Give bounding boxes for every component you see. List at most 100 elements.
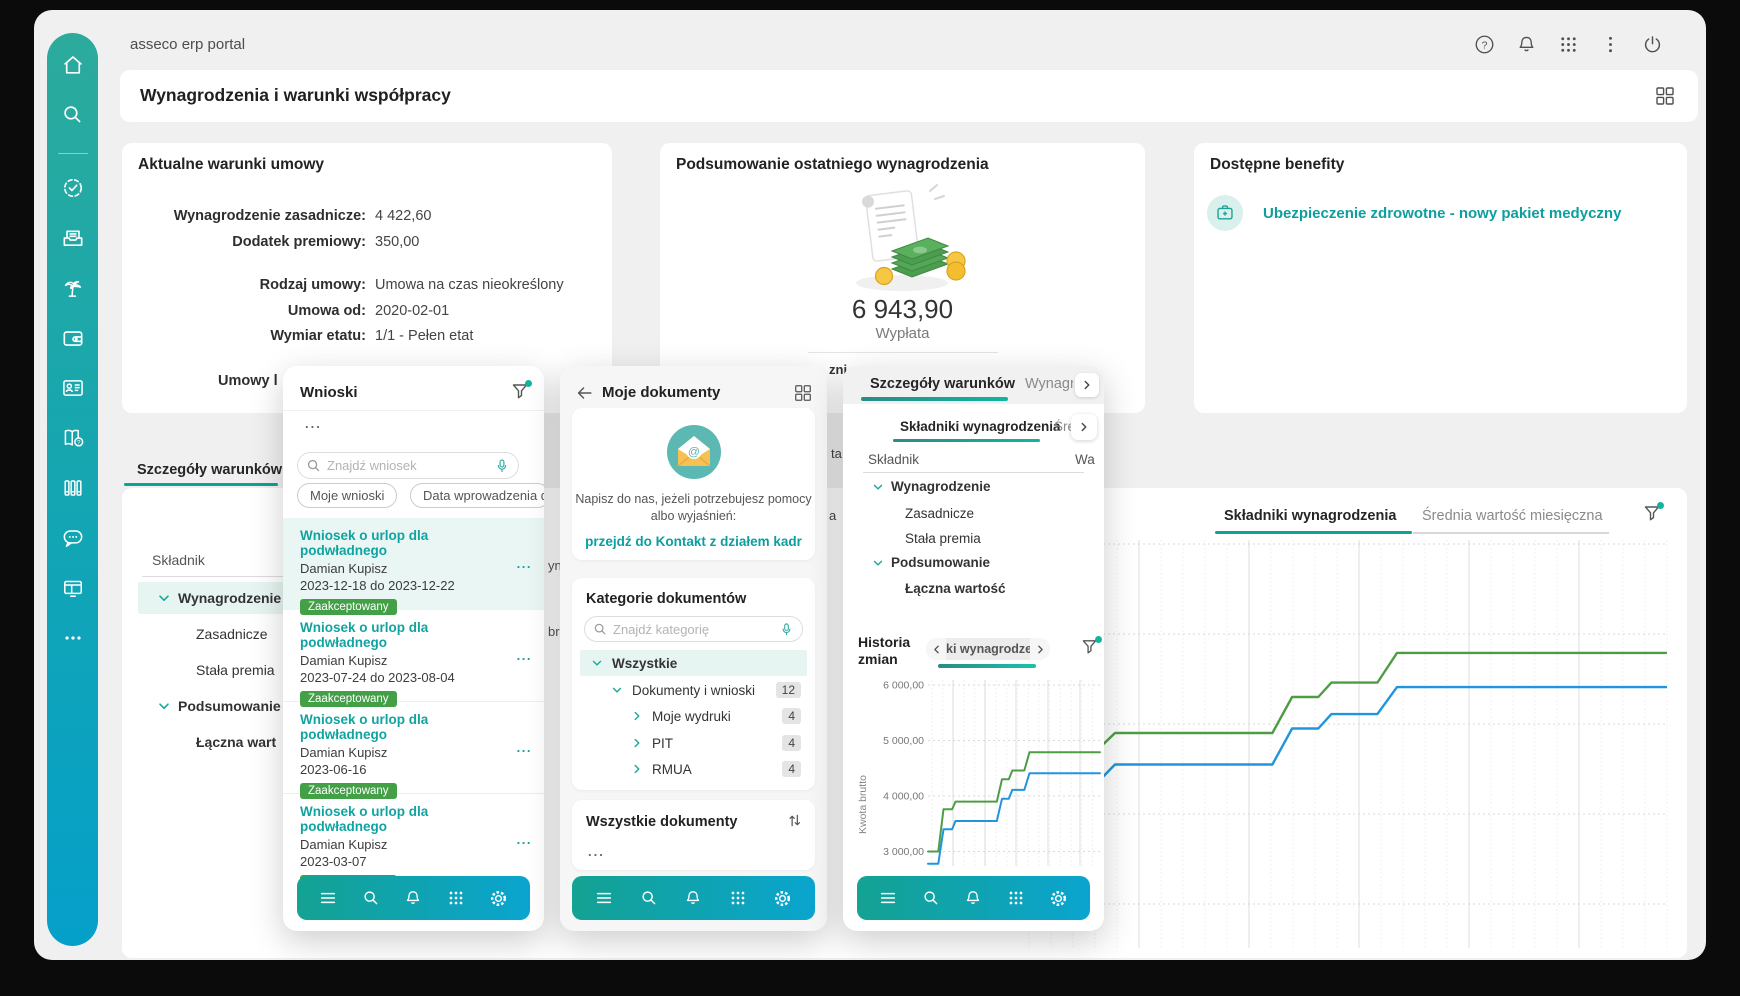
tree-item-dokumenty-wnioski[interactable]: Dokumenty i wnioski 12 — [580, 677, 807, 703]
inner-tab-skladniki[interactable]: Składniki wynagrodzenia — [900, 419, 1061, 434]
table-row[interactable]: Zasadnicze — [905, 506, 974, 521]
notifications-icon[interactable] — [1514, 32, 1538, 56]
table-row-group[interactable]: Wynagrodzenie — [871, 479, 991, 494]
dashboard-tiles-icon[interactable] — [793, 383, 813, 403]
chevron-down-icon[interactable] — [590, 656, 604, 670]
selector-next-button[interactable] — [1030, 638, 1050, 660]
request-title[interactable]: Wniosek o urlop dla podwładnego — [300, 804, 429, 834]
benefit-item[interactable]: Ubezpieczenie zdrowotne - nowy pakiet me… — [1207, 195, 1621, 231]
filter-icon[interactable] — [511, 380, 532, 402]
apps-grid-icon[interactable] — [1556, 32, 1580, 56]
request-item[interactable]: Wniosek o urlop dla podwładnego Damian K… — [283, 610, 544, 707]
table-row[interactable]: Stała premia — [905, 531, 981, 546]
item-more-menu[interactable]: ... — [516, 832, 532, 847]
chevron-down-icon[interactable] — [871, 556, 885, 570]
more-menu[interactable]: ... — [305, 416, 322, 431]
guide-book-icon[interactable]: ? — [59, 424, 86, 451]
search-icon[interactable] — [359, 886, 383, 910]
filter-icon[interactable] — [1081, 636, 1102, 658]
workstation-icon[interactable] — [59, 574, 86, 601]
home-icon[interactable] — [59, 51, 86, 78]
request-title[interactable]: Wniosek o urlop dla podwładnego — [300, 712, 429, 742]
chevron-down-icon[interactable] — [156, 698, 172, 714]
filter-icon[interactable] — [1643, 502, 1664, 524]
search-icon[interactable] — [919, 886, 943, 910]
menu-icon[interactable] — [592, 886, 616, 910]
chevron-right-icon[interactable] — [630, 736, 644, 750]
notifications-icon[interactable] — [961, 886, 985, 910]
sort-icon[interactable] — [786, 812, 803, 829]
active-tab-underline — [1215, 531, 1412, 534]
chevron-down-icon[interactable] — [610, 683, 624, 697]
library-icon[interactable] — [59, 474, 86, 501]
wallet-icon[interactable] — [59, 324, 86, 351]
item-more-menu[interactable]: ... — [516, 740, 532, 755]
table-row-group[interactable]: Podsumowanie — [138, 690, 281, 722]
search-input[interactable]: Znajdź wniosek — [297, 452, 519, 479]
settings-gear-icon[interactable] — [771, 886, 795, 910]
help-icon[interactable]: ? — [1472, 32, 1496, 56]
contact-hr-link[interactable]: przejdź do Kontakt z działem kadr — [585, 534, 802, 549]
more-menu[interactable]: ... — [588, 844, 605, 859]
tree-item-rmua[interactable]: RMUA 4 — [580, 756, 807, 782]
menu-icon[interactable] — [876, 886, 900, 910]
tabs-scroll-right-button[interactable] — [1075, 373, 1099, 397]
apps-grid-icon[interactable] — [1004, 886, 1028, 910]
table-row[interactable]: Łączna wart — [196, 726, 276, 758]
chevron-right-icon[interactable] — [630, 709, 644, 723]
chart-tab-srednia[interactable]: Średnia wartość miesięczna — [1422, 508, 1603, 524]
search-icon[interactable] — [637, 886, 661, 910]
item-more-menu[interactable]: ... — [516, 556, 532, 571]
power-icon[interactable] — [1640, 32, 1664, 56]
request-title[interactable]: Wniosek o urlop dla podwładnego — [300, 620, 429, 650]
category-search-input[interactable]: Znajdź kategorię — [584, 616, 803, 642]
microphone-icon[interactable] — [779, 622, 794, 637]
vacation-palm-icon[interactable] — [59, 274, 86, 301]
tree-item-pit[interactable]: PIT 4 — [580, 730, 807, 756]
table-row[interactable]: Łączna wartość — [905, 581, 1006, 596]
chat-icon[interactable] — [59, 524, 86, 551]
request-item[interactable]: Wniosek o urlop dla podwładnego Damian K… — [283, 518, 544, 615]
settings-gear-icon[interactable] — [1047, 886, 1071, 910]
apps-grid-icon[interactable] — [726, 886, 750, 910]
chevron-right-icon[interactable] — [630, 762, 644, 776]
request-title[interactable]: Wniosek o urlop dla podwładnego — [300, 528, 429, 558]
table-row[interactable]: Stała premia — [196, 654, 275, 686]
chevron-down-icon[interactable] — [871, 480, 885, 494]
selector-prev-button[interactable] — [926, 638, 946, 660]
table-row[interactable]: Zasadnicze — [196, 618, 268, 650]
tree-item-moje-wydruki[interactable]: Moje wydruki 4 — [580, 703, 807, 729]
microphone-icon[interactable] — [494, 458, 510, 474]
settings-gear-icon[interactable] — [487, 886, 511, 910]
chip-data-wprowadzenia[interactable]: Data wprowadzenia d — [410, 483, 544, 508]
tree-label: Wszystkie — [612, 655, 678, 671]
inner-tab-srednia[interactable]: Śre — [1054, 419, 1072, 434]
request-item[interactable]: Wniosek o urlop dla podwładnego Damian K… — [283, 794, 544, 891]
employee-card-icon[interactable] — [59, 374, 86, 401]
dashboard-tiles-icon[interactable] — [1654, 85, 1676, 107]
history-title-line1: Historia — [858, 634, 911, 650]
search-icon[interactable] — [59, 101, 86, 128]
chip-moje-wnioski[interactable]: Moje wnioski — [297, 483, 398, 508]
tab-wynagrodzenie[interactable]: Wynagrod — [1025, 376, 1073, 392]
tree-item-wszystkie[interactable]: Wszystkie — [580, 650, 807, 676]
tasks-check-icon[interactable] — [59, 174, 86, 201]
documents-inbox-icon[interactable] — [59, 224, 86, 251]
notifications-icon[interactable] — [401, 886, 425, 910]
tab-szczegoly[interactable]: Szczegóły warunków — [870, 376, 1016, 392]
chart-tab-skladniki[interactable]: Składniki wynagrodzenia — [1224, 508, 1397, 524]
app-window: asseco erp portal ? ? Wynagrodzenia i wa… — [34, 10, 1706, 960]
request-item[interactable]: Wniosek o urlop dla podwładnego Damian K… — [283, 702, 544, 799]
benefit-link[interactable]: Ubezpieczenie zdrowotne - nowy pakiet me… — [1263, 204, 1622, 222]
chevron-down-icon[interactable] — [156, 590, 172, 606]
apps-grid-icon[interactable] — [444, 886, 468, 910]
more-vertical-icon[interactable] — [1598, 32, 1622, 56]
more-icon[interactable] — [59, 624, 86, 651]
menu-icon[interactable] — [316, 886, 340, 910]
inner-tabs-scroll-right-button[interactable] — [1071, 414, 1097, 440]
tab-szczegoly-warunkow[interactable]: Szczegóły warunków — [137, 462, 283, 478]
table-row-group[interactable]: Podsumowanie — [871, 555, 990, 570]
item-more-menu[interactable]: ... — [516, 648, 532, 663]
notifications-icon[interactable] — [681, 886, 705, 910]
back-arrow-icon[interactable] — [574, 383, 594, 403]
